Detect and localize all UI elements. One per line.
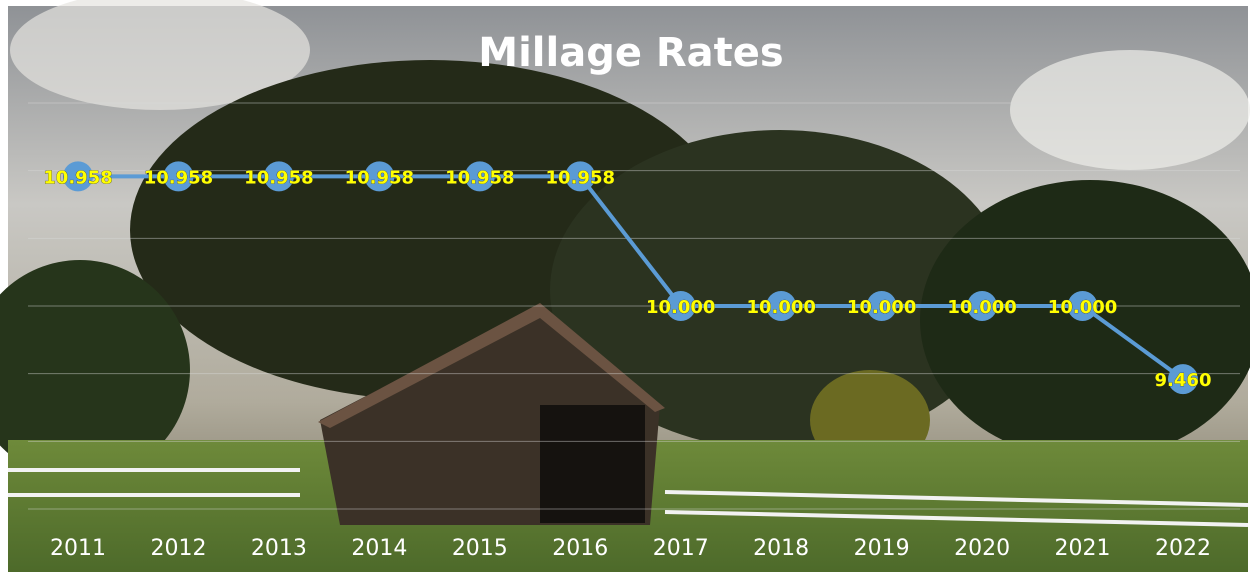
x-tick-label: 2016 — [552, 536, 608, 561]
chart-title: Millage Rates — [478, 30, 783, 76]
x-tick-label: 2014 — [351, 536, 407, 561]
x-tick-label: 2018 — [753, 536, 809, 561]
value-label: 10.958 — [345, 167, 414, 188]
x-tick-label: 2012 — [150, 536, 206, 561]
value-label: 10.958 — [244, 167, 313, 188]
value-label: 10.000 — [847, 297, 916, 318]
value-label: 10.000 — [646, 297, 715, 318]
x-tick-label: 2013 — [251, 536, 307, 561]
value-label: 10.958 — [144, 167, 213, 188]
x-tick-label: 2017 — [653, 536, 709, 561]
x-tick-label: 2011 — [50, 536, 106, 561]
value-label: 10.958 — [546, 167, 615, 188]
x-tick-label: 2022 — [1155, 536, 1211, 561]
x-tick-label: 2015 — [452, 536, 508, 561]
chart: Millage Rates 10.958 10.958 10.958 10.958 10… — [0, 0, 1250, 574]
value-label: 10.958 — [445, 167, 514, 188]
value-label: 10.000 — [1048, 297, 1117, 318]
x-tick-label: 2020 — [954, 536, 1010, 561]
x-tick-label: 2019 — [854, 536, 910, 561]
x-tick-label: 2021 — [1055, 536, 1111, 561]
value-label: 10.958 — [43, 167, 112, 188]
value-label: 10.000 — [746, 297, 815, 318]
value-label: 10.000 — [947, 297, 1016, 318]
background-photo — [0, 0, 1250, 572]
value-label: 9.460 — [1155, 370, 1212, 391]
